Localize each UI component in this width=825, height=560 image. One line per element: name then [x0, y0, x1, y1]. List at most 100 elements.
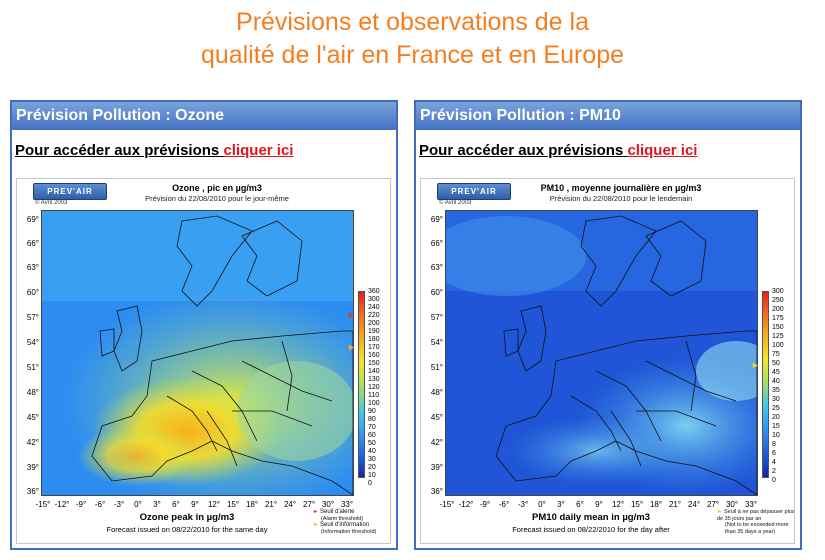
colorbar — [358, 291, 365, 478]
limit-threshold-marker-icon: ► — [751, 360, 760, 370]
colorbar-label: 50 — [368, 440, 376, 447]
lon-tick: -12° — [458, 500, 474, 509]
lon-tick: 6° — [576, 500, 584, 509]
lon-tick: -3° — [517, 500, 529, 509]
lon-tick: 12° — [207, 500, 221, 509]
colorbar-label: 300 — [368, 296, 380, 303]
lon-tick: 30° — [321, 500, 335, 509]
lat-tick: 45° — [26, 413, 39, 422]
lon-tick: 33° — [744, 500, 758, 509]
colorbar-label: 250 — [772, 297, 784, 304]
lon-tick: 9° — [191, 500, 199, 509]
colorbar-label: 0 — [772, 477, 776, 484]
lon-tick: 15° — [630, 500, 644, 509]
ozone-forecast-map[interactable]: PREV'AIR © Avril 2003 Ozone , pic en µg/… — [16, 178, 391, 544]
lon-tick: -6° — [94, 500, 106, 509]
pm10-forecast-map[interactable]: PREV'AIR © Avril 2003 PM10 , moyenne jou… — [420, 178, 795, 544]
lon-tick: 3° — [153, 500, 161, 509]
lat-tick: 60° — [430, 288, 443, 297]
lat-tick: 66° — [430, 239, 443, 248]
information-marker-icon: ► — [313, 522, 319, 528]
colorbar-label: 80 — [368, 416, 376, 423]
lat-tick: 36° — [26, 487, 39, 496]
colorbar-label: 45 — [772, 369, 780, 376]
lat-tick: 51° — [26, 363, 39, 372]
panel-header: Prévision Pollution : Ozone — [12, 102, 396, 130]
logo-copyright: © Avril 2003 — [35, 200, 68, 206]
click-here-link[interactable]: cliquer ici — [627, 142, 698, 159]
map-subtitle: Prévision du 22/08/2010 pour le jour-mêm… — [145, 194, 289, 203]
lon-tick: 6° — [172, 500, 180, 509]
colorbar-label: 150 — [772, 324, 784, 331]
colorbar-label: 75 — [772, 351, 780, 358]
colorbar-label: 160 — [368, 352, 380, 359]
colorbar-label: 60 — [368, 432, 376, 439]
lat-tick: 69° — [26, 215, 39, 224]
lon-tick: -9° — [75, 500, 87, 509]
colorbar-label: 4 — [772, 459, 776, 466]
lon-tick: 27° — [302, 500, 316, 509]
colorbar-label: 130 — [368, 376, 380, 383]
colorbar-label: 15 — [772, 423, 780, 430]
access-forecast-line: Pour accéder aux prévisions cliquer ici — [15, 142, 293, 159]
click-here-link[interactable]: cliquer ici — [223, 142, 294, 159]
colorbar-label: 110 — [368, 392, 380, 399]
lat-tick: 69° — [430, 215, 443, 224]
access-text: Pour accéder aux prévisions — [419, 142, 624, 159]
colorbar-label: 125 — [772, 333, 784, 340]
lon-tick: -3° — [113, 500, 125, 509]
colorbar-label: 30 — [368, 456, 376, 463]
lat-tick: 48° — [430, 388, 443, 397]
colorbar-label: 100 — [772, 342, 784, 349]
access-text: Pour accéder aux prévisions — [15, 142, 220, 159]
prevair-logo: PREV'AIR — [437, 183, 511, 200]
map-bottom-title: Ozone peak in µg/m3 — [139, 512, 235, 523]
legend-subtext: (Alarm threshold) — [321, 515, 364, 522]
map-bottom-title: PM10 daily mean in µg/m3 — [532, 512, 650, 523]
colorbar-label: 360 — [368, 288, 380, 295]
page-title-line-1: Prévisions et observations de la — [236, 8, 589, 36]
lat-tick: 60° — [26, 288, 39, 297]
page-title-line-2: qualité de l'air en France et en Europe — [200, 41, 625, 69]
prevair-logo: PREV'AIR — [33, 183, 107, 200]
panel-header: Prévision Pollution : PM10 — [416, 102, 800, 130]
lat-tick: 39° — [430, 463, 443, 472]
lon-tick: 24° — [283, 500, 297, 509]
access-forecast-line: Pour accéder aux prévisions cliquer ici — [419, 142, 697, 159]
ozone-forecast-panel: Prévision Pollution : Ozone Pour accéder… — [10, 100, 398, 550]
lat-tick: 57° — [26, 313, 39, 322]
lon-tick: -9° — [479, 500, 491, 509]
colorbar-label: 90 — [368, 408, 376, 415]
colorbar-label: 40 — [368, 448, 376, 455]
colorbar-label: 150 — [368, 360, 380, 367]
lat-tick: 57° — [430, 313, 443, 322]
colorbar-label: 2 — [772, 468, 776, 475]
lon-tick: 18° — [649, 500, 663, 509]
lon-tick: 0° — [538, 500, 546, 509]
lat-tick: 63° — [26, 263, 39, 272]
limit-marker-icon: ► — [717, 509, 723, 515]
colorbar-label: 6 — [772, 450, 776, 457]
lon-tick: 12° — [611, 500, 625, 509]
colorbar-label: 300 — [772, 288, 784, 295]
colorbar-label: 10 — [772, 432, 780, 439]
colorbar-label: 240 — [368, 304, 380, 311]
colorbar — [762, 291, 769, 478]
colorbar-label: 180 — [368, 336, 380, 343]
alarm-marker-icon: ► — [313, 509, 319, 515]
lat-tick: 42° — [26, 438, 39, 447]
lat-tick: 36° — [430, 487, 443, 496]
colorbar-label: 175 — [772, 315, 784, 322]
legend-subtext: (Not to be exceeded more than 35 days a … — [725, 522, 789, 535]
lon-tick: 0° — [134, 500, 142, 509]
lat-tick: 48° — [26, 388, 39, 397]
colorbar-label: 30 — [772, 396, 780, 403]
lon-tick: 27° — [706, 500, 720, 509]
colorbar-label: 170 — [368, 344, 380, 351]
pm10-forecast-panel: Prévision Pollution : PM10 Pour accéder … — [414, 100, 802, 550]
lat-tick: 45° — [430, 413, 443, 422]
lon-tick: 3° — [557, 500, 565, 509]
ozone-concentration-map — [41, 210, 354, 496]
lat-tick: 54° — [26, 338, 39, 347]
legend-text: Seuil d'information — [319, 522, 370, 528]
